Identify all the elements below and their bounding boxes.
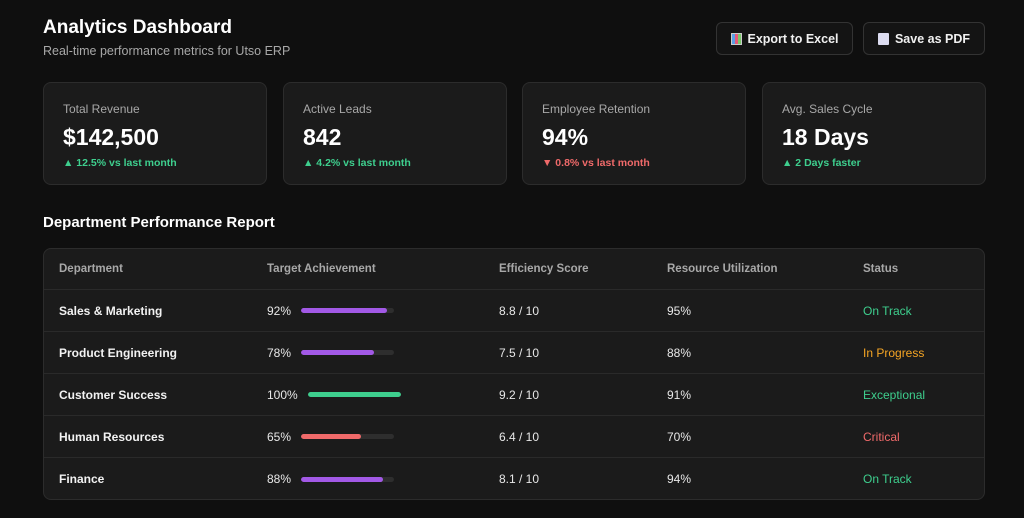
bar-chart-icon xyxy=(730,32,742,45)
section-title: Department Performance Report xyxy=(43,214,275,231)
progress-fill xyxy=(301,434,362,439)
kpi-change: ▼ 0.8% vs last month xyxy=(542,157,650,169)
target-value: 100% xyxy=(267,387,298,402)
progress-fill xyxy=(301,476,383,482)
kpi-label: Employee Retention xyxy=(542,102,651,116)
department-table: Department Target Achievement Efficiency… xyxy=(43,248,985,500)
col-target: Target Achievement xyxy=(267,263,376,275)
status-badge: Critical xyxy=(863,429,900,444)
department-name: Sales & Marketing xyxy=(59,303,163,318)
status-badge: On Track xyxy=(863,472,912,486)
progress-fill xyxy=(301,308,387,313)
col-utilization: Resource Utilization xyxy=(667,263,778,275)
export-excel-button[interactable]: Export to Excel xyxy=(716,22,853,55)
target-value: 78% xyxy=(267,345,292,360)
save-pdf-label: Save as PDF xyxy=(894,31,971,46)
efficiency-score: 8.8 / 10 xyxy=(499,303,540,318)
kpi-change: ▲ 2 Days faster xyxy=(782,157,861,169)
target-achievement: 65% xyxy=(267,416,395,457)
efficiency-score: 9.2 / 10 xyxy=(499,387,540,402)
col-efficiency: Efficiency Score xyxy=(499,263,589,275)
status-badge: In Progress xyxy=(863,345,925,360)
department-name: Product Engineering xyxy=(59,345,178,360)
kpi-card: Employee Retention 94% ▼ 0.8% vs last mo… xyxy=(522,82,746,185)
progress-bar xyxy=(307,392,401,397)
kpi-label: Active Leads xyxy=(303,102,372,116)
status-badge: On Track xyxy=(863,303,912,318)
table-row: Customer Success 100% 9.2 / 10 91% Excep… xyxy=(44,374,984,416)
kpi-card: Total Revenue $142,500 ▲ 12.5% vs last m… xyxy=(43,82,267,185)
status-badge: Exceptional xyxy=(863,387,926,402)
target-value: 65% xyxy=(267,429,292,444)
progress-fill xyxy=(301,350,374,355)
progress-bar xyxy=(301,434,395,439)
col-status: Status xyxy=(863,263,899,275)
target-achievement: 92% xyxy=(267,290,395,331)
col-department: Department xyxy=(59,263,123,275)
department-name: Customer Success xyxy=(59,387,168,402)
efficiency-score: 6.4 / 10 xyxy=(499,429,540,444)
kpi-change: ▲ 12.5% vs last month xyxy=(63,157,177,169)
target-achievement: 100% xyxy=(267,374,401,415)
target-value: 92% xyxy=(267,303,292,318)
kpi-label: Avg. Sales Cycle xyxy=(782,102,873,116)
efficiency-score: 8.1 / 10 xyxy=(499,472,540,486)
resource-utilization: 70% xyxy=(667,429,692,444)
progress-bar xyxy=(301,308,395,313)
department-name: Human Resources xyxy=(59,429,165,444)
department-name: Finance xyxy=(59,472,105,486)
target-achievement: 78% xyxy=(267,332,395,373)
page-title: Analytics Dashboard xyxy=(43,17,232,38)
page-subtitle: Real-time performance metrics for Utso E… xyxy=(43,44,291,58)
table-row: Product Engineering 78% 7.5 / 10 88% In … xyxy=(44,332,984,374)
kpi-value: 94% xyxy=(542,124,589,150)
document-icon xyxy=(877,32,889,45)
table-row: Human Resources 65% 6.4 / 10 70% Critica… xyxy=(44,416,984,458)
kpi-value: 842 xyxy=(303,124,342,150)
kpi-value: $142,500 xyxy=(63,124,159,150)
progress-fill xyxy=(307,392,401,397)
resource-utilization: 88% xyxy=(667,345,692,360)
kpi-card: Active Leads 842 ▲ 4.2% vs last month xyxy=(283,82,507,185)
table-header: Department Target Achievement Efficiency… xyxy=(44,249,984,290)
target-achievement: 88% xyxy=(267,458,395,499)
kpi-value: 18 Days xyxy=(782,124,869,150)
target-value: 88% xyxy=(267,472,292,486)
efficiency-score: 7.5 / 10 xyxy=(499,345,540,360)
table-row: Finance 88% 8.1 / 10 94% On Track xyxy=(44,458,984,499)
resource-utilization: 95% xyxy=(667,303,692,318)
progress-bar xyxy=(301,350,395,355)
export-excel-label: Export to Excel xyxy=(747,31,839,46)
resource-utilization: 91% xyxy=(667,387,692,402)
progress-bar xyxy=(301,476,395,482)
kpi-card: Avg. Sales Cycle 18 Days ▲ 2 Days faster xyxy=(762,82,986,185)
resource-utilization: 94% xyxy=(667,472,692,486)
kpi-label: Total Revenue xyxy=(63,102,140,116)
table-row: Sales & Marketing 92% 8.8 / 10 95% On Tr… xyxy=(44,290,984,332)
save-pdf-button[interactable]: Save as PDF xyxy=(863,22,985,55)
kpi-change: ▲ 4.2% vs last month xyxy=(303,157,411,169)
